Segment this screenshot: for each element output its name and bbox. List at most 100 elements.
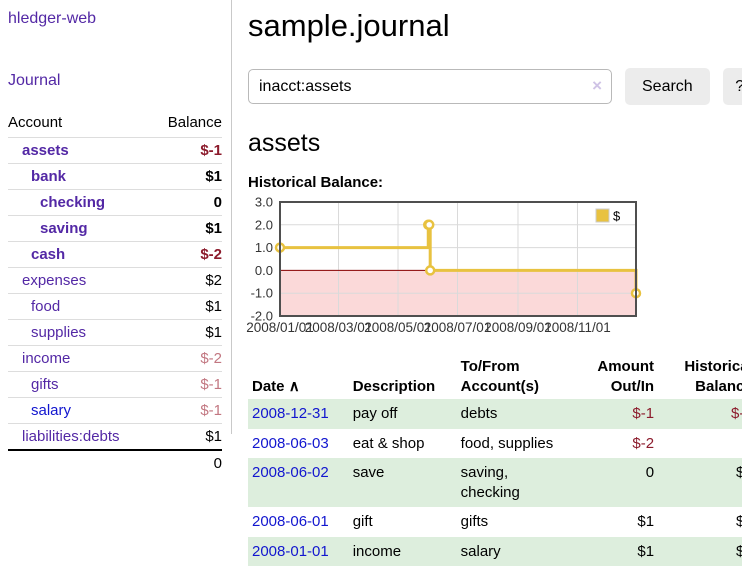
help-button[interactable]: ? [722,68,742,105]
legend-swatch [595,208,610,223]
column-header-balance: Historical Balance [684,358,742,395]
account-heading: assets [248,129,321,157]
account-balance: $1 [152,423,222,450]
transactions-table: Date ∧ Description To/From Account(s) Am… [248,355,742,566]
account-balance: $-1 [152,397,222,424]
column-header-date[interactable]: Date ∧ [252,377,300,395]
transaction-date-link[interactable]: 2008-06-02 [252,464,329,481]
account-link[interactable]: salary [31,402,72,419]
transaction-accounts: salary [460,542,501,560]
transaction-row: 2008-06-02 save saving, checking 0 $2 [248,458,742,507]
account-link[interactable]: cash [31,246,66,263]
account-row: food $1 [8,293,222,320]
account-row: salary $-1 [8,397,222,424]
accounts-total-row: 0 [8,449,222,476]
column-header-account: To/From Account(s) [460,358,539,395]
data-point-marker [423,219,435,231]
transaction-balance: $2 [736,464,742,481]
svg-text:2008/07/01: 2008/07/01 [424,320,492,335]
transaction-description: pay off [352,405,398,422]
transactions-table-body: 2008-12-31 pay off debts $-1 $-1 2008-06-03 ea… [248,399,742,566]
page-title: sample.journal [248,8,450,43]
account-row: bank $1 [8,163,222,190]
clear-search-icon[interactable]: × [592,76,602,95]
svg-text:-1.0: -1.0 [251,286,273,301]
search-button[interactable]: Search [625,68,710,105]
svg-text:2008/05/01: 2008/05/01 [364,320,432,335]
account-row: liabilities:debts $1 [8,423,222,450]
transaction-balance: 0 [658,429,742,459]
account-balance: $-2 [152,345,222,372]
account-link[interactable]: saving [40,220,88,237]
transaction-row: 2008-01-01 income salary $1 $1 [248,536,742,566]
accounts-table-body: assets $-1 bank $1 checking 0 saving $1 cash $-2 e… [8,137,222,450]
account-balance: 0 [152,189,222,216]
account-balance: $2 [152,267,222,294]
transaction-amount: $-1 [632,405,655,422]
accounts-total-value: 0 [152,449,222,476]
account-row: expenses $2 [8,267,222,294]
column-header-amount: Amount Out/In [597,358,655,395]
svg-text:2008/11/01: 2008/11/01 [544,320,611,335]
account-link[interactable]: supplies [31,324,87,341]
account-link[interactable]: income [22,350,71,367]
sidebar: hledger-web Journal Account Balance asse… [0,0,232,566]
account-link[interactable]: expenses [22,272,87,289]
svg-text:2008/01/01: 2008/01/01 [246,320,314,335]
accounts-header-balance: Balance [167,114,222,131]
app-layout: hledger-web Journal Account Balance asse… [0,0,742,566]
svg-text:2.0: 2.0 [255,217,273,232]
account-balance: $1 [152,215,222,242]
account-row: checking 0 [8,189,222,216]
search-bar: × Search ? [248,68,742,105]
account-link[interactable]: checking [40,194,106,211]
account-row: saving $1 [8,215,222,242]
transaction-balance: $2 [736,513,742,530]
transaction-accounts: food, supplies [460,434,554,452]
transaction-amount: $1 [637,513,655,530]
account-balance: $-1 [152,371,222,398]
svg-text:-2.0: -2.0 [251,309,273,324]
app-title: hledger-web [8,10,222,28]
column-header-description: Description [352,377,436,395]
transaction-date-link[interactable]: 2008-12-31 [252,405,329,422]
transaction-date-link[interactable]: 2008-01-01 [252,542,329,560]
account-link[interactable]: food [31,298,61,315]
account-balance: $1 [152,293,222,320]
account-balance: $-2 [152,241,222,268]
transaction-description: gift [352,513,373,530]
account-balance: $1 [152,319,222,346]
transaction-description: income [352,542,402,560]
legend-label: $ [613,209,621,224]
transaction-row: 2008-06-03 eat & shop food, supplies $-20 [248,429,742,459]
main-content: sample.journal × Search ? assets Histori… [232,0,742,566]
account-link[interactable]: liabilities:debts [22,428,120,445]
account-row: cash $-2 [8,241,222,268]
account-row: gifts $-1 [8,371,222,398]
account-link[interactable]: gifts [31,376,59,393]
account-balance: $-1 [152,137,222,164]
account-row: assets $-1 [8,137,222,164]
historical-balance-chart: -2.0 -1.0 0.0 1.0 2.0 3.0 2008/01/012008/03/01… [246,195,642,335]
search-input[interactable] [248,69,612,104]
transaction-amount: 0 [645,464,655,481]
svg-text:0.0: 0.0 [255,263,273,278]
account-link[interactable]: assets [22,142,69,159]
app-title-link[interactable]: hledger-web [8,10,97,27]
transaction-accounts: gifts [460,513,489,530]
data-point-marker [424,265,436,276]
transaction-date-link[interactable]: 2008-06-01 [252,513,329,530]
transaction-row: 2008-12-31 pay off debts $-1 $-1 [248,399,742,429]
transaction-date-link[interactable]: 2008-06-03 [252,434,329,452]
svg-text:3.0: 3.0 [255,195,273,210]
accounts-header-account: Account [8,114,63,131]
sidebar-item-journal[interactable]: Journal [8,72,61,89]
transaction-balance: $1 [736,542,742,560]
transaction-description: save [352,464,385,481]
transaction-amount: $1 [637,542,655,560]
account-row: supplies $1 [8,319,222,346]
chart-label: Historical Balance: [248,174,384,191]
account-link[interactable]: bank [31,168,67,185]
transaction-row: 2008-06-01 gift gifts $1 $2 [248,507,742,537]
transaction-accounts: saving, checking [460,464,520,501]
